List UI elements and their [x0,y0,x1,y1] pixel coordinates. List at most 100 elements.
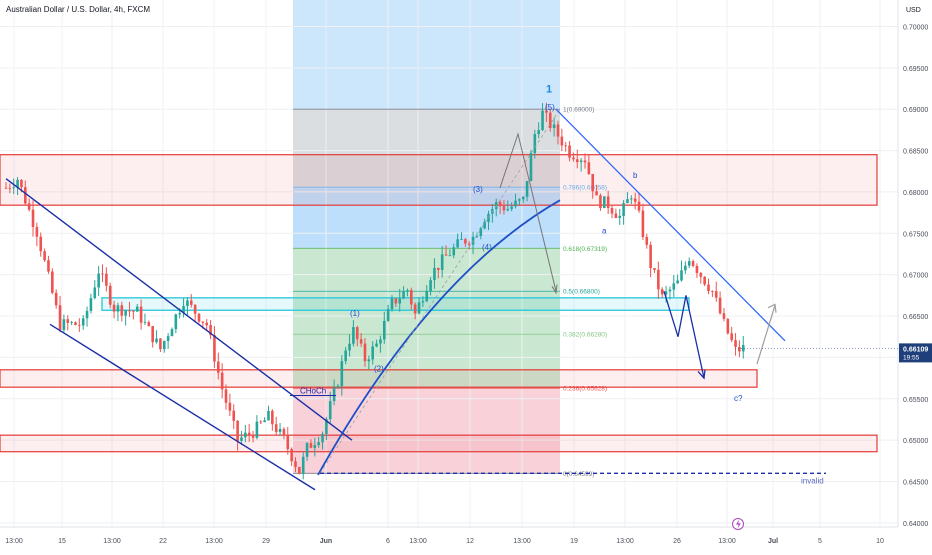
candle-body [325,419,328,434]
x-tick-label: 22 [159,538,167,545]
candle-body [159,338,162,350]
candle-body [359,339,363,344]
candle-body [27,203,31,210]
candle-body [699,273,703,277]
candle-body [641,210,645,238]
candle-body [124,310,127,316]
candle-body [62,319,66,330]
wave-label: (1) [350,309,360,318]
candle-body [718,297,722,314]
candle-body [483,221,486,229]
candle-body [213,335,216,362]
candle-body [47,260,50,272]
projection-path-grey [499,132,557,292]
candle-body [595,191,598,196]
demand-zone [0,434,878,453]
wave-label: (5) [545,103,555,112]
candle-body [85,310,89,319]
candle-body [352,327,355,344]
candle-body [247,432,251,435]
x-tick-label: 15 [58,538,66,545]
candle-body [626,199,629,204]
supply-zone [0,154,878,206]
y-tick-label: 0.66500 [903,314,928,321]
candle-body [552,124,556,128]
projection-path-blue [663,291,705,379]
candle-body [332,387,336,402]
candle-body [12,187,16,189]
x-tick-label: 13:00 [205,538,223,545]
y-tick-label: 0.67500 [903,231,928,238]
candle-body [78,324,81,326]
x-tick-label: 12 [466,538,474,545]
candle-body [711,291,714,292]
x-tick-label: 13:00 [5,538,23,545]
fib-level-label: 0.786(0.68058) [563,185,607,192]
candle-body [657,269,660,290]
candle-body [687,261,691,266]
candle-body [282,428,286,436]
y-tick-label: 0.70000 [903,24,928,31]
candle-body [649,244,652,269]
candle-body [66,319,70,323]
channel-lower-line [49,323,316,491]
candle-body [506,209,510,211]
candle-body [371,346,374,360]
candle-body [637,201,641,211]
candle-body [116,305,120,312]
candle-body [537,130,540,135]
candle-body [174,314,178,330]
candle-body [603,196,606,208]
curved-support-line [317,199,561,476]
candle-body [128,310,131,312]
candle-body [348,343,351,351]
y-tick-label: 0.67000 [903,273,928,280]
candle-body [39,236,43,252]
candle-body [456,239,459,248]
fib-level-label: 0.5(0.66800) [563,289,600,296]
channel-upper-line [5,178,353,441]
candle-body [518,199,521,201]
x-tick-label: Jun [320,538,332,545]
candle-body [135,306,139,312]
wave-label: 1 [546,84,552,96]
candle-body [259,421,263,423]
candle-body [572,157,575,160]
candle-body [182,305,185,313]
candle-body [668,289,672,292]
candle-body [162,341,166,350]
wave-label: (4) [482,243,492,252]
candle-body [444,254,448,256]
candle-body [622,203,625,216]
price-badge [899,343,932,363]
candle-body [97,273,100,288]
resistance-line [555,108,786,342]
candle-body [155,338,158,343]
candle-body [541,110,544,131]
chart-title: Australian Dollar / U.S. Dollar, 4h, FXC… [6,5,151,14]
candle-body [336,386,340,388]
x-tick-label: 13:00 [513,538,531,545]
candle-body [406,290,409,292]
candle-body [676,280,679,284]
candle-body [413,304,417,314]
candle-body [251,434,255,438]
candle-body [294,461,297,468]
candle-body [487,213,490,222]
candle-body [618,215,622,219]
candle-body [429,280,432,292]
candle-body [448,255,452,257]
candle-body [583,160,587,163]
candle-body [375,343,378,347]
candle-body [58,305,62,330]
y-tick-label: 0.68000 [903,190,928,197]
candle-body [386,309,390,321]
price-badge-value: 0.66109 [903,346,928,353]
wave-label: (2) [374,364,384,373]
candle-body [232,410,236,421]
fib-band [293,388,560,474]
candle-body [730,333,733,341]
candle-body [43,251,46,261]
